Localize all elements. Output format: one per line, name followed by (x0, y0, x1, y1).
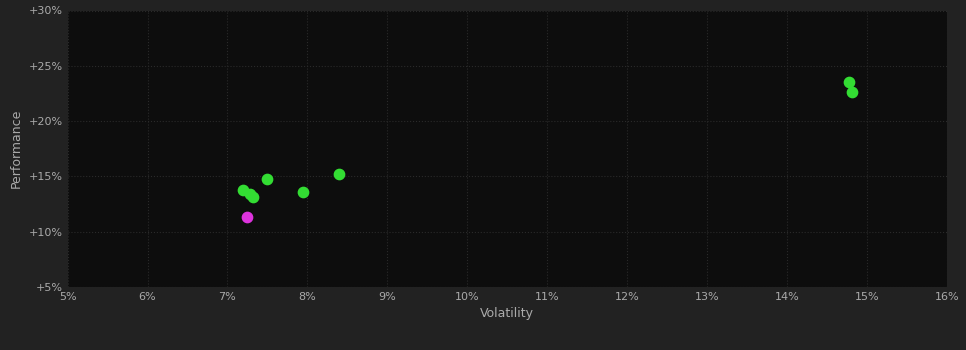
Point (245, 195, 261, 200)
Point (236, 187, 251, 192)
Point (242, 191, 258, 197)
Y-axis label: Performance: Performance (10, 109, 23, 188)
Point (841, 79, 857, 85)
Point (240, 215, 255, 220)
X-axis label: Volatility: Volatility (480, 307, 534, 320)
Point (260, 176, 275, 181)
Point (844, 90, 860, 95)
Point (331, 172, 347, 177)
Point (296, 189, 311, 195)
